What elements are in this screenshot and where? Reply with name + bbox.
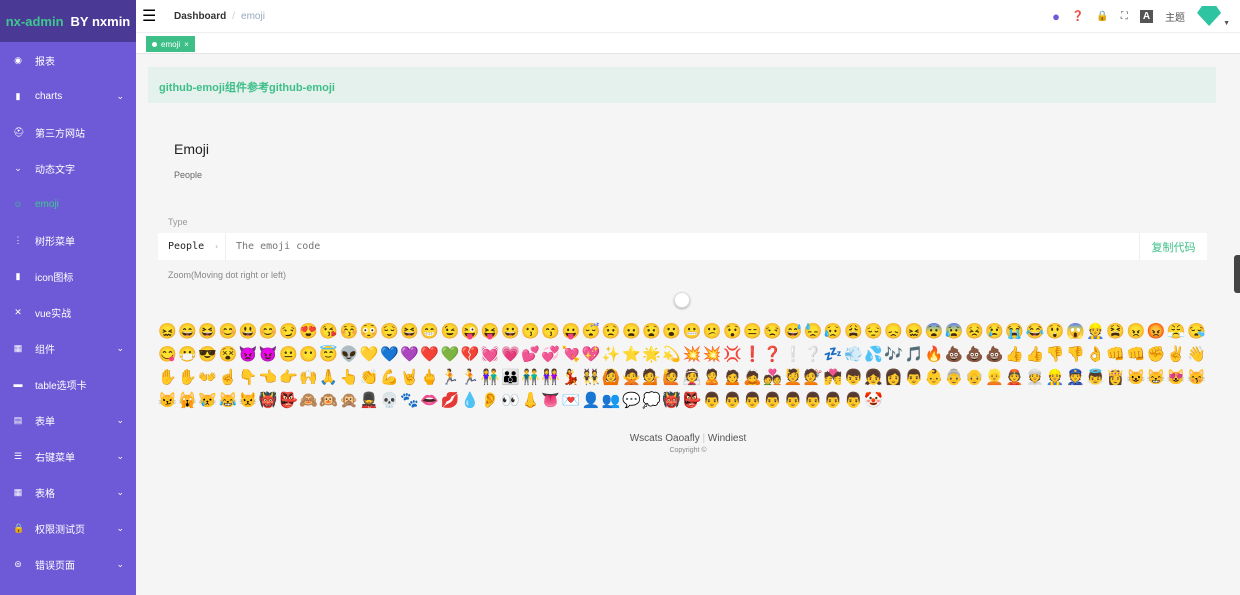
sidebar-item-12[interactable]: ▦ 表格 ⌄ xyxy=(0,474,136,510)
footer-link[interactable]: Windiest xyxy=(707,433,747,444)
dashboard-icon: ◉ xyxy=(14,54,22,65)
sidebar-item-label: 右键菜单 xyxy=(35,452,75,464)
sidebar-item-8[interactable]: ▦ 组件 ⌄ xyxy=(0,330,136,366)
tree-icon: ⋮ xyxy=(13,234,23,245)
sidebar-item-label: 错误页面 xyxy=(35,560,75,572)
sidebar-item-14[interactable]: ⊜ 错误页面 ⌄ xyxy=(0,546,136,582)
tag-emoji[interactable]: emoji × xyxy=(146,36,195,52)
hamburger-icon[interactable]: ☰ xyxy=(142,8,157,25)
x-icon: ✕ xyxy=(14,306,22,317)
emoji-list[interactable]: 😖😄😆😊😃😊😏😍😘😚😳😌😆😁😉😜😝😀😗😙😛😴😟😦😧😮😬😕😯😑😒😅😓😥😩😔😞😖😨😰… xyxy=(158,323,1208,409)
error-icon: ⊜ xyxy=(14,558,22,569)
sidebar-item-9[interactable]: ▬ table选项卡 xyxy=(0,366,136,402)
sidebar-item-label: 表格 xyxy=(35,488,55,500)
icon-icon: ▮ xyxy=(15,270,21,281)
sidebar-item-label: 树形菜单 xyxy=(35,236,75,248)
sidebar-item-4[interactable]: ☺ emoji xyxy=(0,186,136,222)
chevron-down-icon: ⌄ xyxy=(116,486,124,497)
sidebar-item-label: 动态文字 xyxy=(35,164,75,176)
list-icon: ☰ xyxy=(13,450,23,461)
sidebar-item-label: 表单 xyxy=(35,416,55,428)
chevron-right-icon: › xyxy=(214,242,219,251)
type-label: Type xyxy=(168,217,188,227)
sidebar-item-label: 组件 xyxy=(35,344,55,356)
language-icon[interactable]: A xyxy=(1139,9,1154,23)
sidebar-item-5[interactable]: ⋮ 树形菜单 xyxy=(0,222,136,258)
breadcrumb: Dashboard / emoji xyxy=(174,10,265,22)
zoom-slider-handle[interactable] xyxy=(674,292,690,308)
chevron-icon: ⌄ xyxy=(14,162,22,173)
sidebar-item-0[interactable]: ◉ 报表 xyxy=(0,42,136,78)
tags-view: emoji × xyxy=(136,32,1240,54)
sidebar-item-2[interactable]: ⛑ 第三方网站 xyxy=(0,114,136,150)
footer-link[interactable]: Wscats Oaoafly xyxy=(629,433,700,444)
bar-chart-icon: ▮ xyxy=(15,90,21,101)
sidebar-item-3[interactable]: ⌄ 动态文字 xyxy=(0,150,136,186)
chevron-down-icon: ⌄ xyxy=(116,342,124,353)
chevron-down-icon: ⌄ xyxy=(116,414,124,425)
sidebar-item-label: vue实战 xyxy=(35,308,72,320)
close-icon[interactable]: × xyxy=(184,39,189,49)
sidebar-item-label: charts xyxy=(35,90,63,102)
grid-icon: ▦ xyxy=(13,486,23,497)
footer: Wscats Oaoafly | Windiest Copyright © xyxy=(136,433,1240,454)
lock-icon[interactable]: 🔒 xyxy=(1096,10,1109,22)
github-icon[interactable]: ● xyxy=(1052,8,1060,24)
logo[interactable]: nx-admin BY nxmin xyxy=(0,0,136,42)
sidebar-item-10[interactable]: ▤ 表单 ⌄ xyxy=(0,402,136,438)
copy-code-button[interactable]: 复制代码 xyxy=(1139,233,1207,260)
subtitle: People xyxy=(174,170,203,180)
form-icon: ▤ xyxy=(13,414,23,425)
topbar: ☰ Dashboard / emoji ● ❓ 🔒 ⛶ A 主题 ▼ xyxy=(136,0,1240,32)
chevron-down-icon: ⌄ xyxy=(116,450,124,461)
sidebar-item-label: icon图标 xyxy=(35,272,74,284)
sidebar-item-label: emoji xyxy=(35,198,59,210)
sidebar-item-13[interactable]: 🔒 权限测试页 ⌄ xyxy=(0,510,136,546)
caret-down-icon[interactable]: ▼ xyxy=(1223,19,1230,27)
breadcrumb-dashboard[interactable]: Dashboard xyxy=(174,10,227,22)
emoji-input-group: People› 复制代码 xyxy=(158,233,1207,260)
spider-icon: ⛑ xyxy=(13,126,25,137)
sidebar-item-label: table选项卡 xyxy=(35,380,87,392)
theme-button[interactable]: 主题 xyxy=(1165,12,1186,24)
table-icon: ▬ xyxy=(13,379,23,389)
sidebar-item-1[interactable]: ▮ charts ⌄ xyxy=(0,78,136,114)
emoji-code-input[interactable] xyxy=(226,241,1139,252)
sidebar-item-label: 权限测试页 xyxy=(35,524,85,536)
copyright: Copyright © xyxy=(669,447,707,454)
page-title: Emoji xyxy=(174,141,210,157)
smile-icon: ☺ xyxy=(13,199,23,209)
sidebar: nx-admin BY nxmin ◉ 报表 ▮ charts ⌄ ⛑ 第三方网站 ⌄ 动态文字 ☺… xyxy=(0,0,136,595)
grid-icon: ▦ xyxy=(13,342,23,353)
sidebar-item-7[interactable]: ✕ vue实战 xyxy=(0,294,136,330)
help-icon[interactable]: ❓ xyxy=(1071,10,1085,22)
chevron-down-icon: ⌄ xyxy=(116,522,124,533)
chevron-down-icon: ⌄ xyxy=(116,558,124,569)
zoom-label: Zoom(Moving dot right or left) xyxy=(168,270,287,280)
info-banner: github-emoji组件参考github-emoji xyxy=(148,67,1216,103)
fullscreen-icon[interactable]: ⛶ xyxy=(1120,10,1128,22)
sidebar-item-11[interactable]: ☰ 右键菜单 ⌄ xyxy=(0,438,136,474)
type-select[interactable]: People › xyxy=(158,233,226,260)
sidebar-item-label: 报表 xyxy=(35,56,55,68)
scrollbar[interactable] xyxy=(1234,255,1240,293)
sidebar-item-label: 第三方网站 xyxy=(35,128,85,140)
lock-icon: 🔒 xyxy=(13,522,25,533)
avatar[interactable] xyxy=(1197,6,1222,26)
sidebar-item-6[interactable]: ▮ icon图标 xyxy=(0,258,136,294)
chevron-down-icon: ⌄ xyxy=(116,90,124,101)
breadcrumb-current: emoji xyxy=(241,10,265,22)
